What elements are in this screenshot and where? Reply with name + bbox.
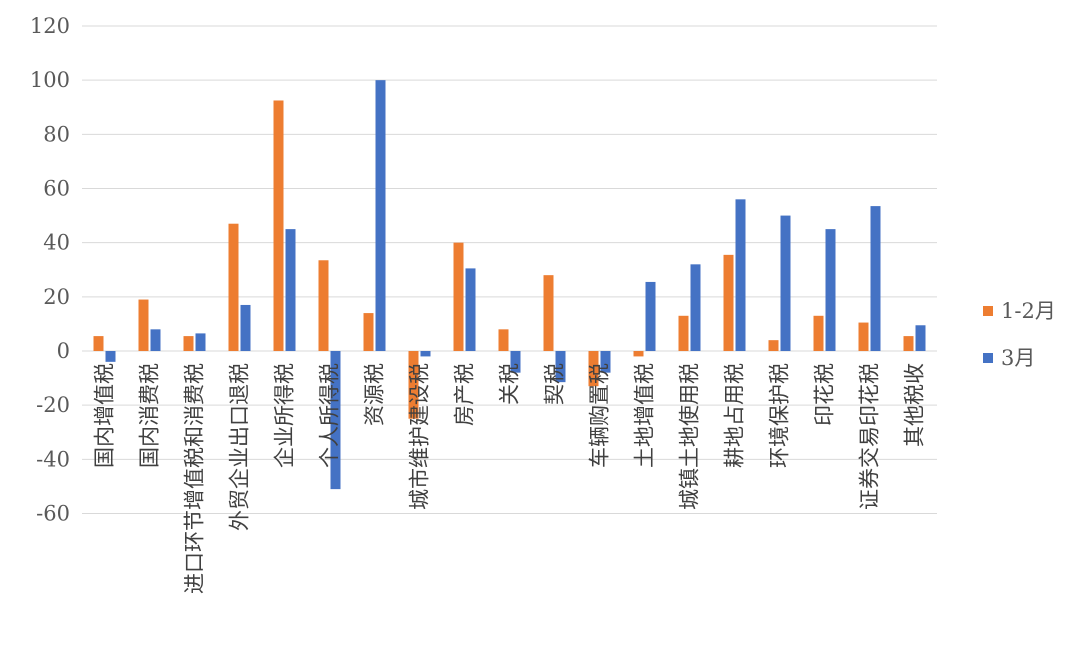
y-tick-label: -40 <box>36 447 70 471</box>
bar-series-2 <box>825 229 836 351</box>
bar-series-2 <box>285 229 296 351</box>
bar-series-2 <box>555 351 566 383</box>
y-tick-label: 80 <box>43 122 70 146</box>
x-tick-label: 资源税 <box>363 363 387 426</box>
bar-series-1 <box>498 329 509 351</box>
bar-series-2 <box>780 215 791 351</box>
x-tick-label: 证券交易印花税 <box>858 363 882 510</box>
x-tick-label: 其他税收 <box>903 363 927 447</box>
legend-swatch <box>983 353 993 363</box>
bar-series-1 <box>138 299 149 351</box>
x-tick-label: 环境保护税 <box>768 363 792 468</box>
x-tick-label: 外贸企业出口退税 <box>228 363 252 531</box>
y-tick-label: 40 <box>43 231 70 255</box>
y-tick-label: 60 <box>43 177 70 201</box>
bar-series-1 <box>228 223 239 351</box>
x-tick-label: 国内增值税 <box>93 363 117 468</box>
bar-series-2 <box>690 264 701 351</box>
bar-series-1 <box>93 336 104 351</box>
bar-series-2 <box>420 351 431 357</box>
bar-series-1 <box>363 313 374 351</box>
x-tick-label: 进口环节增值税和消费税 <box>183 363 207 594</box>
x-tick-label: 城镇土地使用税 <box>678 363 702 510</box>
bar-series-2 <box>105 351 116 362</box>
y-axis-tick-labels: 120 100 80 60 40 20 0 -20 -40 -60 <box>30 14 70 526</box>
x-tick-label: 耕地占用税 <box>723 363 747 468</box>
bar-series-1 <box>633 351 644 357</box>
bars <box>93 80 926 490</box>
x-tick-label: 关税 <box>498 363 522 405</box>
bar-series-2 <box>870 206 881 351</box>
y-tick-label: -60 <box>36 502 70 526</box>
bar-series-1 <box>678 315 689 351</box>
bar-series-1 <box>858 322 869 351</box>
legend-swatch <box>983 306 993 316</box>
x-tick-label: 印花税 <box>813 363 837 426</box>
bar-series-2 <box>645 281 656 351</box>
bar-series-2 <box>510 351 521 373</box>
bar-series-2 <box>240 304 251 351</box>
bar-series-2 <box>465 268 476 351</box>
y-tick-label: -20 <box>36 393 70 417</box>
bar-series-1 <box>543 275 554 351</box>
y-tick-label: 100 <box>30 68 70 92</box>
x-tick-label: 企业所得税 <box>273 363 297 468</box>
bar-series-1 <box>903 336 914 351</box>
bar-series-1 <box>453 242 464 351</box>
bar-series-2 <box>330 351 341 490</box>
legend-label: 3月 <box>1001 346 1035 370</box>
gridlines <box>82 25 937 514</box>
bar-series-1 <box>588 351 599 387</box>
x-tick-label: 车辆购置税 <box>588 363 612 468</box>
bar-series-2 <box>150 329 161 351</box>
bar-series-2 <box>195 333 206 351</box>
bar-series-2 <box>735 199 746 351</box>
y-tick-label: 0 <box>57 339 70 363</box>
x-tick-label: 个人所得税 <box>318 363 342 468</box>
bar-series-1 <box>723 254 734 351</box>
x-tick-label: 契税 <box>543 363 567 405</box>
bar-series-1 <box>813 315 824 351</box>
bar-series-1 <box>273 100 284 352</box>
legend: 1-2月 3月 <box>983 299 1056 370</box>
x-tick-label: 房产税 <box>453 363 477 426</box>
bar-series-1 <box>408 351 419 419</box>
x-tick-label: 城市维护建设税 <box>408 363 432 510</box>
bar-series-2 <box>600 351 611 373</box>
bar-series-2 <box>375 80 386 352</box>
legend-label: 1-2月 <box>1001 299 1056 323</box>
x-axis-tick-labels: 国内增值税 国内消费税 进口环节增值税和消费税 外贸企业出口退税 企业所得税 个人所得税资… <box>93 363 927 594</box>
y-tick-label: 120 <box>30 14 70 38</box>
x-tick-label: 国内消费税 <box>138 363 162 468</box>
x-tick-label: 土地增值税 <box>633 363 657 468</box>
bar-series-2 <box>915 325 926 351</box>
bar-series-1 <box>183 336 194 351</box>
y-tick-label: 20 <box>43 285 70 309</box>
bar-series-1 <box>318 260 329 351</box>
bar-series-1 <box>768 340 779 351</box>
